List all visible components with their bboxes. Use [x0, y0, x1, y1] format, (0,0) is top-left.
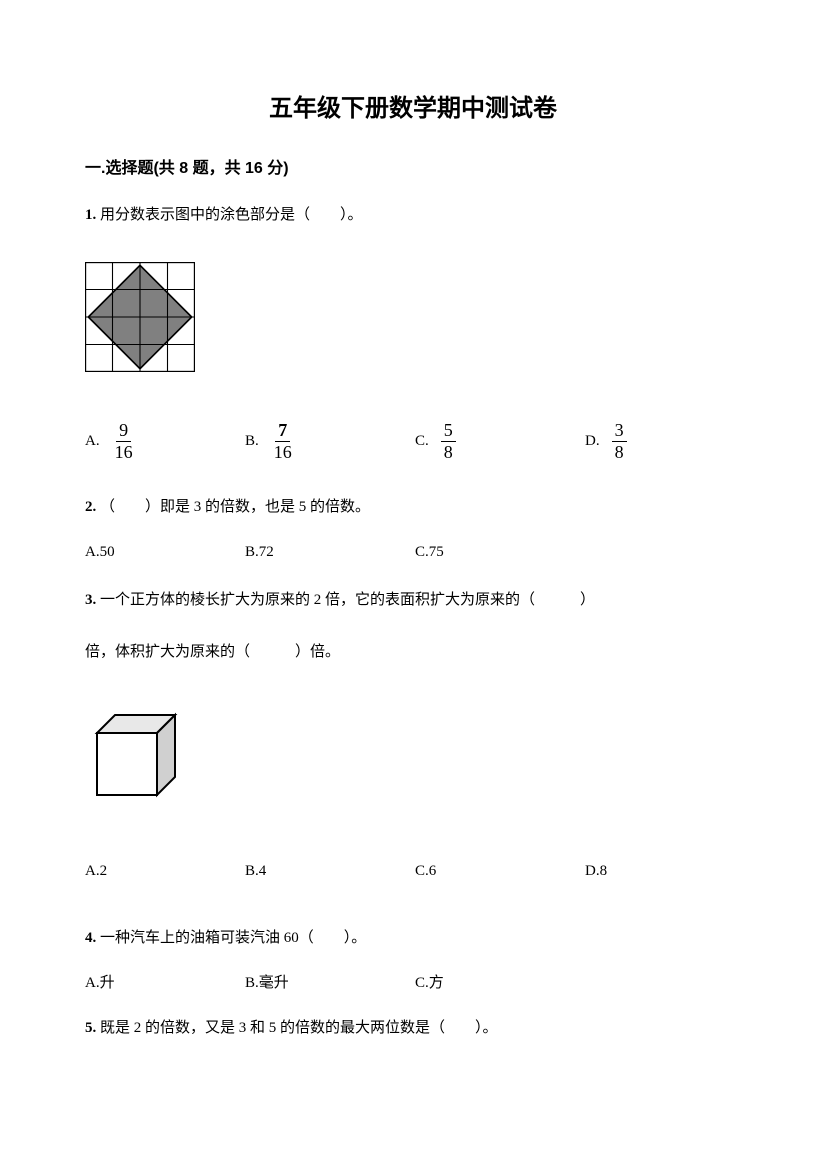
q1-b-fraction: 7 16	[271, 420, 295, 462]
q4-option-b: B.毫升	[245, 971, 415, 995]
q1-option-a: A. 9 16	[85, 420, 245, 462]
page-title: 五年级下册数学期中测试卷	[85, 90, 741, 128]
q3-num: 3.	[85, 592, 96, 608]
section-header: 一.选择题(共 8 题，共 16 分)	[85, 156, 741, 182]
q1-text: 用分数表示图中的涂色部分是（ ）。	[100, 207, 363, 223]
q1-option-c: C. 5 8	[415, 420, 585, 462]
q1-num: 1.	[85, 207, 96, 223]
question-1: 1. 用分数表示图中的涂色部分是（ ）。	[85, 200, 741, 230]
q3-option-a: A.2	[85, 859, 245, 883]
q4-options: A.升 B.毫升 C.方	[85, 971, 741, 995]
question-5: 5. 既是 2 的倍数，又是 3 和 5 的倍数的最大两位数是（ ）。	[85, 1013, 741, 1043]
q3-line2: 倍，体积扩大为原来的（ ）倍。	[85, 634, 741, 672]
q4-option-c: C.方	[415, 971, 585, 995]
q1-option-b: B. 7 16	[245, 420, 415, 462]
q3-line1: 一个正方体的棱长扩大为原来的 2 倍，它的表面积扩大为原来的（ ）	[100, 592, 595, 608]
question-2: 2. （ ）即是 3 的倍数，也是 5 的倍数。	[85, 492, 741, 522]
q1-d-label: D.	[585, 429, 600, 453]
q2-options: A.50 B.72 C.75	[85, 540, 741, 564]
q1-c-label: C.	[415, 429, 429, 453]
q4-num: 4.	[85, 930, 96, 946]
question-3: 3. 一个正方体的棱长扩大为原来的 2 倍，它的表面积扩大为原来的（ ） 倍，体…	[85, 582, 741, 671]
q2-text: （ ）即是 3 的倍数，也是 5 的倍数。	[100, 499, 370, 515]
q2-option-c: C.75	[415, 540, 585, 564]
q1-a-label: A.	[85, 429, 100, 453]
q3-option-c: C.6	[415, 859, 585, 883]
q1-figure	[85, 262, 741, 380]
q1-option-d: D. 3 8	[585, 420, 725, 462]
q3-option-b: B.4	[245, 859, 415, 883]
q2-option-b: B.72	[245, 540, 415, 564]
q4-option-a: A.升	[85, 971, 245, 995]
q3-options: A.2 B.4 C.6 D.8	[85, 859, 741, 883]
q5-text: 既是 2 的倍数，又是 3 和 5 的倍数的最大两位数是（ ）。	[100, 1020, 498, 1036]
q3-figure	[85, 711, 741, 809]
question-4: 4. 一种汽车上的油箱可装汽油 60（ ）。	[85, 923, 741, 953]
q3-option-d: D.8	[585, 859, 725, 883]
q2-option-a: A.50	[85, 540, 245, 564]
q1-a-fraction: 9 16	[112, 420, 136, 462]
q1-b-label: B.	[245, 429, 259, 453]
q1-c-fraction: 5 8	[441, 420, 456, 462]
q5-num: 5.	[85, 1020, 96, 1036]
q2-num: 2.	[85, 499, 96, 515]
q4-text: 一种汽车上的油箱可装汽油 60（ ）。	[100, 930, 366, 946]
q1-d-fraction: 3 8	[612, 420, 627, 462]
q1-options: A. 9 16 B. 7 16 C. 5 8 D. 3 8	[85, 420, 741, 462]
